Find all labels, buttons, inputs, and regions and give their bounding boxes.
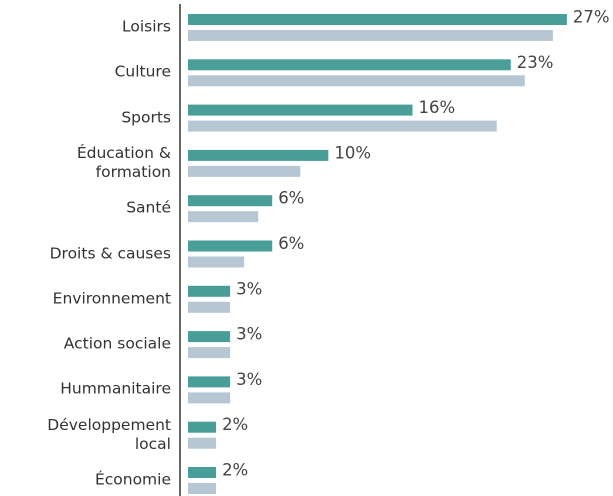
- bar: [188, 211, 259, 223]
- bar: [188, 256, 245, 268]
- value-label: 6%: [278, 234, 304, 253]
- category-label: Hummanitaire: [60, 379, 171, 398]
- category-label: Droits & causes: [49, 244, 171, 262]
- bar: [188, 301, 231, 313]
- value-label: 10%: [334, 143, 371, 162]
- bar: [188, 14, 567, 25]
- value-label: 2%: [222, 415, 248, 434]
- category-label: Éducation & formation: [76, 143, 171, 181]
- bar: [188, 376, 231, 388]
- category-label: Économie: [94, 470, 171, 489]
- bar: [188, 75, 525, 87]
- bar: [188, 59, 511, 71]
- value-label: 2%: [222, 461, 248, 480]
- bar: [188, 331, 231, 343]
- bar: [188, 30, 553, 41]
- value-label: 16%: [419, 98, 456, 117]
- category-label: Environnement: [52, 289, 171, 308]
- bar: [188, 195, 273, 207]
- category-label: Action sociale: [63, 334, 171, 353]
- value-label: 27%: [573, 8, 610, 27]
- bar: [188, 467, 217, 478]
- value-label: 3%: [236, 325, 262, 344]
- bar: [188, 347, 231, 359]
- value-label: 3%: [236, 370, 262, 389]
- value-label: 3%: [236, 279, 262, 298]
- bar: [188, 240, 273, 252]
- category-label: Culture: [114, 62, 171, 81]
- bar: [188, 392, 231, 404]
- bar: [188, 483, 217, 494]
- bar: [188, 120, 497, 132]
- bar: [188, 149, 329, 161]
- value-label: 6%: [278, 189, 304, 208]
- bar: [188, 285, 231, 297]
- bar: [188, 165, 301, 177]
- bar: [188, 437, 217, 449]
- bar: [188, 421, 217, 433]
- category-label: Développement local: [47, 415, 171, 453]
- category-label: Santé: [126, 198, 171, 217]
- bar: [188, 104, 413, 116]
- value-label: 23%: [517, 53, 554, 72]
- category-label: Loisirs: [122, 17, 171, 36]
- category-label: Sports: [121, 108, 171, 127]
